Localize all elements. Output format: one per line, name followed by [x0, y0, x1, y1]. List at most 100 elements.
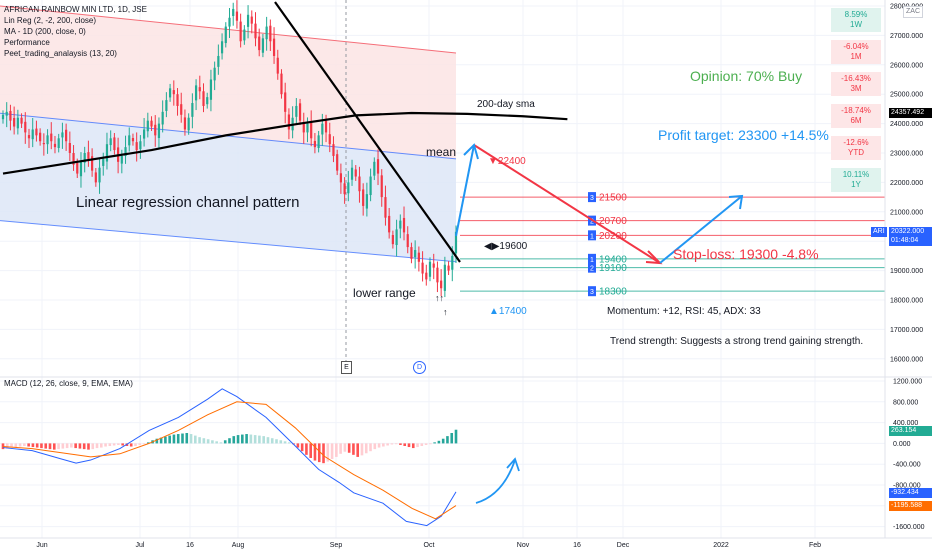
candle-body: [46, 135, 49, 145]
candle-body: [5, 111, 8, 116]
macd-histogram-bar: [309, 443, 312, 458]
macd-histogram-bar: [1, 443, 5, 450]
level-price: 19100: [599, 263, 627, 274]
candle-body: [68, 143, 71, 153]
level-17400-label: ▲17400: [489, 306, 527, 317]
candle-body: [206, 97, 209, 105]
macd-legend[interactable]: MACD (12, 26, close, 9, EMA, EMA): [4, 379, 133, 388]
candle-body: [235, 11, 239, 21]
macd-histogram-bar: [74, 443, 77, 449]
time-tick-label: 16: [573, 542, 581, 549]
macd-histogram-bar: [322, 443, 325, 464]
macd-histogram-bar: [305, 443, 308, 455]
candle-body: [76, 162, 79, 174]
candle-body: [35, 128, 38, 136]
candle-body: [276, 57, 279, 74]
level-price: 18300: [599, 287, 627, 298]
last-price-badge: 20322.000: [889, 227, 932, 237]
dividend-marker-d[interactable]: D: [413, 361, 426, 374]
macd-histogram-bar: [437, 440, 441, 444]
macd-histogram-bar: [433, 442, 436, 444]
level-index-box: [588, 286, 596, 297]
macd-curve-arrow: [475, 459, 516, 504]
candle-body: [72, 153, 75, 165]
macd-histogram-bar: [377, 443, 381, 448]
macd-histogram-bar: [420, 443, 424, 446]
macd-histogram-bar: [394, 443, 398, 445]
macd-histogram-bar: [185, 433, 189, 444]
candle-body: [362, 189, 365, 206]
indicator-linreg[interactable]: Lin Reg (2, -2, 200, close): [4, 16, 97, 25]
candle-body: [57, 138, 60, 149]
perf-period: 3M: [850, 84, 862, 93]
candle-body: [269, 25, 272, 42]
macd-signal-line: [2, 401, 457, 520]
price-tick-label: 19000.000: [890, 268, 923, 275]
candle-body: [365, 194, 368, 209]
time-tick-label: Jun: [36, 542, 47, 549]
macd-histogram-bar: [326, 443, 330, 462]
macd-histogram-bar: [134, 443, 137, 446]
macd-histogram-bar: [386, 443, 389, 446]
candle-body: [369, 176, 372, 196]
candle-body: [135, 142, 138, 151]
perf-1w: 8.59% 1W: [831, 8, 881, 32]
macd-histogram-bar: [241, 434, 244, 444]
perf-ytd: -12.6% YTD: [831, 136, 881, 160]
macd-histogram-bar: [279, 440, 283, 444]
bearish-path-line: [473, 144, 661, 264]
macd-histogram-bar: [176, 434, 180, 444]
sma-label: 200-day sma: [477, 99, 535, 110]
target-path-line: [659, 195, 743, 264]
level-index: 3: [590, 289, 594, 296]
macd-histogram-bar: [23, 443, 26, 446]
indicator-peet[interactable]: Peet_trading_analaysis (13, 20): [4, 49, 117, 58]
earnings-marker-e[interactable]: E: [341, 361, 352, 374]
symbol-title[interactable]: AFRICAN RAINBOW MIN LTD, 1D, JSE: [4, 5, 147, 14]
macd-histogram-bar: [390, 443, 394, 445]
perf-value: 10.11%: [842, 170, 870, 179]
candle-body: [24, 121, 27, 133]
candle-body: [113, 137, 116, 151]
macd-histogram-bar: [364, 443, 368, 454]
candle-body: [139, 141, 142, 150]
macd-histogram-bar: [104, 443, 107, 447]
macd-histogram-bar: [411, 443, 415, 449]
macd-tick-label: 400.000: [893, 420, 918, 427]
level-price: 20200: [599, 231, 627, 242]
candle-body: [324, 120, 328, 133]
macd-tick-label: 800.000: [893, 399, 918, 406]
opinion-note: Opinion: 70% Buy: [690, 68, 803, 84]
candle-body: [53, 143, 57, 148]
macd-histogram-bar: [403, 443, 407, 446]
macd-histogram-bar: [382, 443, 385, 447]
macd-histogram-bar: [172, 434, 176, 444]
macd-histogram-bar: [313, 443, 317, 461]
indicator-performance[interactable]: Performance: [4, 38, 50, 47]
macd-histogram-bar: [450, 433, 454, 444]
candle-body: [228, 17, 231, 27]
candle-body: [306, 123, 309, 133]
candle-body: [146, 120, 149, 132]
price-tick-label: 17000.000: [890, 327, 923, 334]
candle-body: [384, 197, 387, 218]
level-19600-label: ◀▶19600: [484, 241, 528, 252]
candle-body: [191, 103, 194, 117]
macd-histogram-bar: [138, 443, 142, 445]
macd-histogram-bar: [202, 438, 206, 444]
macd-histogram-bar: [40, 443, 43, 449]
candle-body: [317, 135, 320, 149]
bullish-leg-line: [455, 144, 475, 237]
macd-histogram-bar: [14, 443, 18, 448]
macd-histogram-bar: [236, 435, 240, 444]
indicator-ma[interactable]: MA - 1D (200, close, 0): [4, 27, 86, 36]
candle-body: [154, 124, 157, 136]
currency-badge[interactable]: ZAC: [903, 6, 923, 18]
macd-histogram-bar: [223, 440, 227, 444]
macd-histogram-bar: [245, 434, 248, 444]
level-index: 2: [590, 266, 594, 273]
macd-tick-label: 0.000: [893, 441, 911, 448]
time-tick-label: Aug: [232, 542, 245, 549]
macd-tick-label: -400.000: [893, 462, 921, 469]
